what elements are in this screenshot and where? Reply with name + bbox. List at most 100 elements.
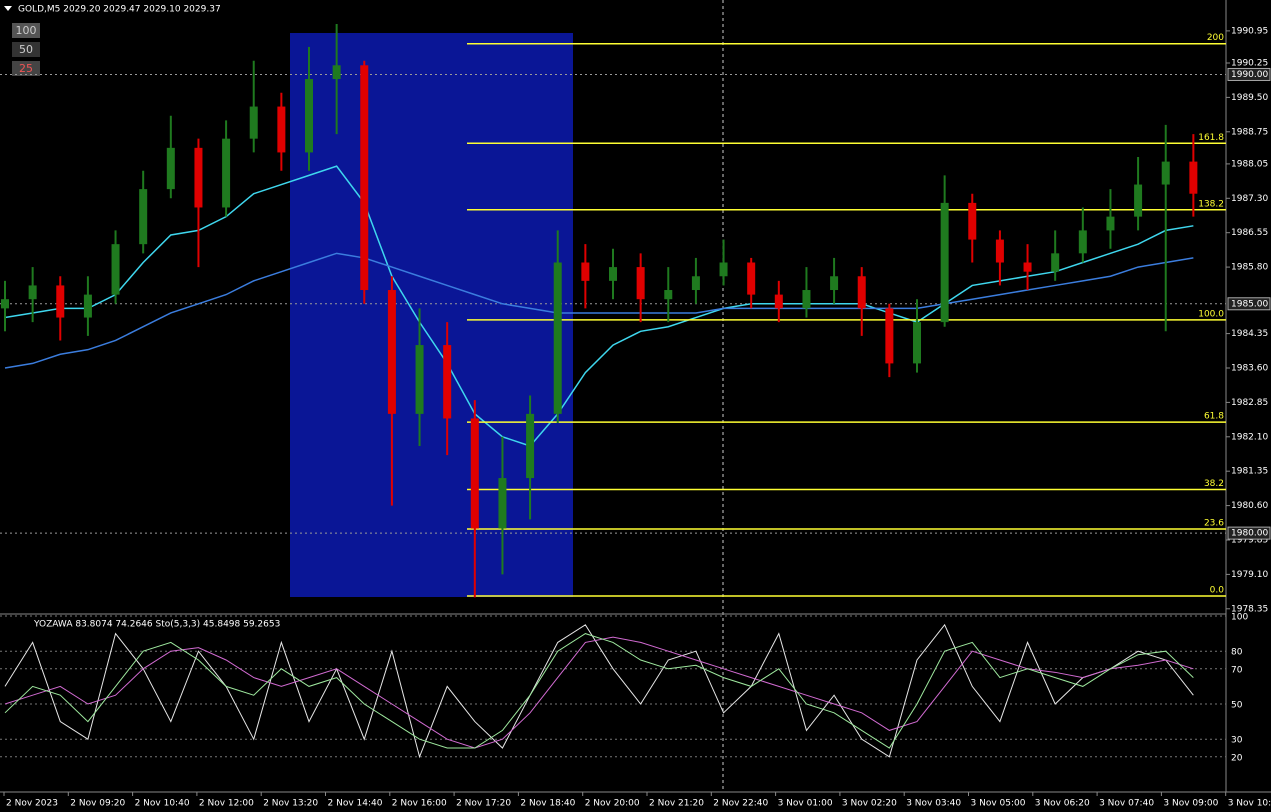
y-tick-label: 1980.60 (1231, 501, 1268, 511)
x-tick-label: 3 Nov 03:40 (906, 799, 961, 809)
price-box (1227, 67, 1271, 81)
candle-body (913, 322, 921, 364)
indicator-title: YOZAWA 83.8074 74.2646 Sto(5,3,3) 45.849… (33, 620, 280, 630)
y-tick-label: 1982.85 (1231, 398, 1268, 408)
x-tick-label: 2 Nov 13:20 (263, 799, 318, 809)
x-tick-label: 3 Nov 06:20 (1035, 799, 1090, 809)
fib-label: 138.2 (1198, 199, 1224, 209)
dropdown-icon[interactable] (4, 6, 12, 11)
price-box (1227, 297, 1271, 311)
fib-label: 23.6 (1204, 518, 1224, 528)
fib-label: 100.0 (1198, 309, 1224, 319)
candle-body (636, 267, 645, 300)
oscillator-line (4, 623, 1194, 759)
candle-body (83, 294, 92, 318)
button-label[interactable]: 50 (19, 43, 33, 56)
y-tick-label: 1984.35 (1231, 329, 1268, 339)
x-tick-label: 3 Nov 05:00 (971, 799, 1026, 809)
candle-body (111, 244, 120, 295)
button[interactable] (12, 61, 40, 76)
y-tick-label: 1988.75 (1231, 127, 1268, 137)
y-tick-label: 1986.55 (1231, 228, 1268, 238)
y-tick-label: 1987.30 (1231, 194, 1268, 204)
candle-body (28, 285, 37, 300)
candle-body (1189, 161, 1198, 194)
candle-body (249, 106, 258, 139)
button-label[interactable]: 100 (16, 24, 37, 37)
indicator-line (4, 165, 1194, 447)
y-tick-label: 1981.35 (1231, 467, 1268, 477)
candle-body (194, 147, 203, 208)
y-tick-label: 1979.85 (1231, 535, 1268, 545)
candle-body (1078, 230, 1087, 254)
fib-label: 0.0 (1210, 585, 1225, 595)
candle-body (305, 79, 313, 153)
candle-body (857, 276, 866, 309)
candle-body (470, 418, 479, 529)
y-tick-label: 70 (1231, 665, 1243, 675)
candle-body (968, 202, 977, 240)
y-tick-label: 1985.80 (1231, 263, 1268, 273)
y-tick-label: 30 (1231, 736, 1243, 746)
candle-body (802, 290, 811, 309)
candle-body (1106, 216, 1115, 231)
candle-body (940, 202, 949, 323)
y-tick-label: 80 (1231, 648, 1243, 658)
candle-body (498, 478, 507, 529)
button[interactable] (12, 42, 40, 57)
candle-body (360, 65, 369, 291)
x-tick-label: 3 Nov 02:20 (842, 799, 897, 809)
candle-body (332, 65, 341, 80)
fib-label: 200 (1207, 33, 1224, 43)
y-tick-label: 100 (1231, 613, 1248, 623)
candle-body (387, 290, 396, 414)
y-tick-label: 1989.50 (1231, 93, 1268, 103)
chart-title: GOLD,M5 2029.20 2029.47 2029.10 2029.37 (18, 5, 221, 15)
candle-body (1134, 184, 1143, 217)
button[interactable] (12, 23, 40, 38)
candle-body (526, 413, 535, 479)
x-tick-label: 3 Nov 09:00 (1163, 799, 1218, 809)
candle-body (664, 290, 673, 300)
x-tick-label: 2 Nov 22:40 (713, 799, 768, 809)
x-tick-label: 3 Nov 01:00 (778, 799, 833, 809)
candle-body (581, 262, 590, 281)
candle-body (1161, 161, 1170, 185)
candle-body (691, 276, 700, 291)
candle-body (1023, 262, 1032, 272)
candle-body (553, 262, 562, 414)
x-tick-label: 2 Nov 2023 (6, 799, 58, 809)
x-tick-label: 2 Nov 09:20 (70, 799, 125, 809)
y-tick-label: 1988.05 (1231, 159, 1268, 169)
price-label: 1985.00 (1231, 299, 1268, 309)
x-tick-label: 3 Nov 10:20 (1228, 799, 1271, 809)
y-tick-label: 50 (1231, 701, 1243, 711)
price-box (1227, 526, 1271, 540)
candle-body (719, 262, 728, 277)
x-tick-label: 2 Nov 20:00 (585, 799, 640, 809)
price-label: 1980.00 (1231, 529, 1268, 539)
x-tick-label: 2 Nov 16:00 (392, 799, 447, 809)
candle-body (1051, 253, 1060, 272)
oscillator-line (4, 636, 1194, 749)
price-label: 1990.00 (1231, 70, 1268, 80)
candle-body (139, 189, 148, 245)
x-tick-label: 2 Nov 10:40 (135, 799, 190, 809)
candle-body (747, 262, 756, 295)
fib-label: 161.8 (1198, 133, 1224, 143)
candle-body (166, 147, 175, 190)
candle-body (56, 285, 65, 318)
x-tick-label: 2 Nov 17:20 (456, 799, 511, 809)
x-tick-label: 2 Nov 12:00 (199, 799, 254, 809)
y-tick-label: 1978.35 (1231, 604, 1268, 614)
y-tick-label: 20 (1231, 753, 1243, 763)
candle-body (830, 276, 839, 291)
y-tick-label: 1990.25 (1231, 58, 1268, 68)
button-label[interactable]: 25 (19, 62, 33, 75)
candle-body (995, 239, 1004, 263)
y-tick-label: 1990.95 (1231, 26, 1268, 36)
indicator-line (4, 252, 1194, 369)
